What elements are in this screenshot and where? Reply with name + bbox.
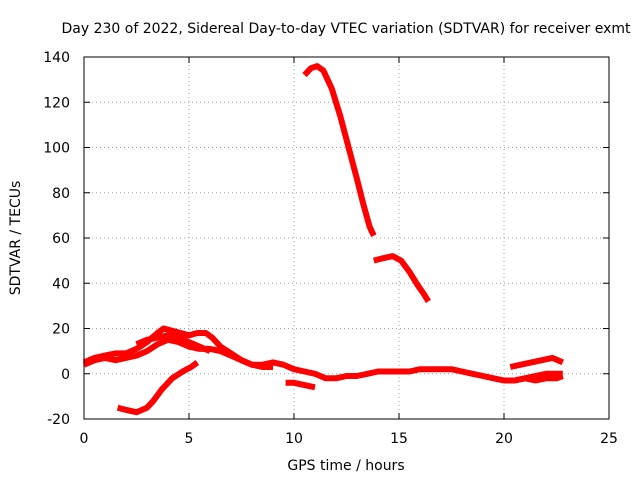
series-arc-late-lower [513,373,564,384]
y-tick-label: 80 [52,186,70,202]
y-tick-label: 120 [43,95,70,111]
y-tick-label: 100 [43,141,70,157]
x-tick-label: 0 [80,431,89,447]
series-arc-high-descending [302,63,377,237]
series-arc-short-low [285,379,316,391]
y-tick-label: 0 [61,367,70,383]
x-tick-label: 25 [600,431,618,447]
axis-ticks: 0 5 10 15 20 25 -20 0 20 40 60 80 100 120 140 [43,50,618,447]
series-arc-main-upper [82,325,563,384]
series-group [82,63,564,416]
y-tick-label: 60 [52,231,70,247]
series-arc-late-upper [509,354,564,370]
series-arc-mid-descending [373,253,431,303]
series-arc-low-rising [116,359,200,416]
x-tick-label: 10 [285,431,303,447]
y-tick-label: 40 [52,276,70,292]
series-arc-early-branch [135,332,212,354]
chart-title: Day 230 of 2022, Sidereal Day-to-day VTE… [62,21,632,37]
x-tick-label: 5 [185,431,194,447]
y-tick-label: -20 [47,412,70,428]
x-tick-label: 15 [390,431,408,447]
y-tick-label: 20 [52,322,70,338]
x-tick-label: 20 [495,431,513,447]
grid [84,57,609,419]
series-arc-main-lower [82,336,273,370]
y-axis-label: SDTVAR / TECUs [8,181,24,296]
y-tick-label: 140 [43,50,70,66]
x-axis-label: GPS time / hours [287,458,404,474]
